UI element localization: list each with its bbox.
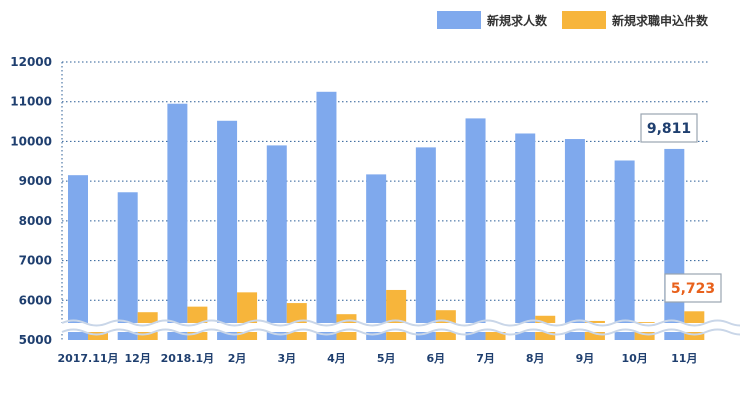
bar-new-openings bbox=[366, 174, 387, 340]
bar-new-openings bbox=[515, 133, 536, 340]
bar-new-applicants bbox=[237, 292, 258, 340]
bar-new-openings bbox=[465, 118, 486, 340]
x-tick-label: 3月 bbox=[277, 352, 296, 365]
bar-new-openings bbox=[266, 145, 287, 340]
bar-new-openings bbox=[415, 147, 436, 340]
legend: 新規求人数 bbox=[437, 10, 547, 30]
callout-new-openings-text: 9,811 bbox=[647, 121, 691, 137]
x-tick-label: 6月 bbox=[427, 352, 446, 365]
legend-label-new-applicants: 新規求職申込件数 bbox=[612, 13, 709, 28]
bars bbox=[68, 91, 705, 341]
legend-label-new-openings: 新規求人数 bbox=[487, 13, 548, 28]
axis-break-wave-top bbox=[61, 319, 740, 327]
y-tick-label: 6000 bbox=[19, 293, 52, 307]
x-tick-label: 10月 bbox=[621, 352, 647, 365]
x-tick-label: 2月 bbox=[228, 352, 247, 365]
x-tick-label: 7月 bbox=[476, 352, 495, 365]
legend-2: 新規求職申込件数 bbox=[562, 10, 708, 30]
y-tick-label: 12000 bbox=[10, 55, 52, 69]
x-tick-label: 8月 bbox=[526, 352, 545, 365]
axis-break-band bbox=[61, 323, 709, 332]
y-tick-label: 7000 bbox=[19, 254, 52, 268]
bar-new-openings bbox=[217, 120, 238, 340]
callouts: 9,811 5,723 bbox=[640, 113, 722, 303]
y-axis-ticks: 5000 6000 7000 8000 9000 10000 11000 12000 bbox=[10, 55, 52, 347]
callout-new-applicants-box bbox=[664, 273, 722, 303]
x-axis-ticks: 2017.11月 12月 2018.1月 2月 3月 4月 5月 6月 7月 8月 9月 10月 11月 bbox=[57, 352, 697, 365]
bar-new-applicants bbox=[88, 331, 108, 340]
x-tick-label: 2017.11月 bbox=[57, 352, 118, 365]
y-tick-label: 8000 bbox=[19, 214, 52, 228]
y-tick-label: 10000 bbox=[10, 134, 52, 148]
y-tick-label: 9000 bbox=[19, 174, 52, 188]
bar-new-openings bbox=[316, 91, 337, 341]
bar-new-openings bbox=[664, 148, 685, 340]
callout-new-openings-box bbox=[640, 113, 698, 143]
bar-new-openings bbox=[167, 103, 188, 340]
callout-new-applicants-text: 5,723 bbox=[671, 281, 715, 297]
bar-new-openings bbox=[614, 160, 635, 340]
bar-new-applicants bbox=[386, 289, 407, 340]
y-tick-label: 5000 bbox=[19, 333, 52, 347]
bar-new-openings bbox=[68, 175, 88, 340]
bar-new-openings bbox=[564, 139, 585, 340]
legend-swatch-new-applicants bbox=[562, 11, 606, 29]
bar-new-openings bbox=[117, 192, 138, 340]
x-tick-label: 5月 bbox=[377, 352, 396, 365]
legend-swatch-new-openings bbox=[437, 11, 481, 29]
axis-break-wave-bottom bbox=[61, 328, 740, 336]
x-tick-label: 2018.1月 bbox=[161, 352, 214, 365]
x-tick-label: 11月 bbox=[671, 352, 697, 365]
y-tick-label: 11000 bbox=[10, 95, 52, 109]
x-tick-label: 12月 bbox=[125, 352, 151, 365]
x-tick-label: 9月 bbox=[576, 352, 595, 365]
axis-break bbox=[61, 319, 740, 336]
x-tick-label: 4月 bbox=[327, 352, 346, 365]
